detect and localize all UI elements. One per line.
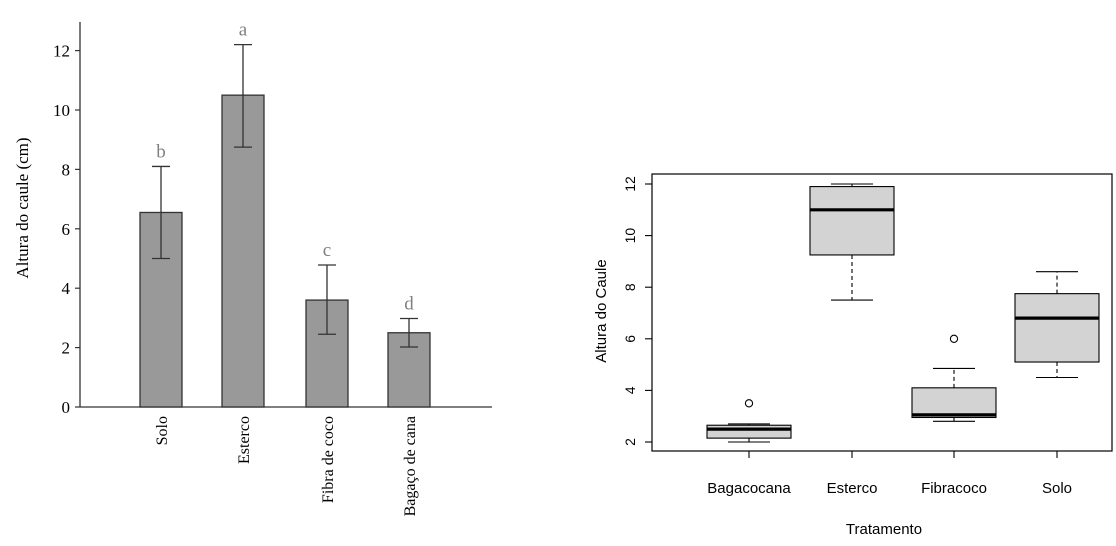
box — [706, 424, 792, 439]
box-plot-labels: 2 4 6 8 10 12 Bagacocana Esterco Fibracoco Solo — [622, 176, 1072, 497]
box-plot-frame — [645, 173, 1113, 458]
significance-letter: c — [323, 240, 331, 261]
outlier-point — [949, 334, 959, 343]
bar-chart-category-label: Fibra de coco — [320, 416, 337, 503]
bar-chart-category-label: Solo — [154, 416, 171, 445]
box — [1014, 293, 1100, 363]
box-plot-y-tick-label: 4 — [622, 386, 638, 394]
box-plot-y-tick-label: 10 — [622, 228, 638, 244]
box-plot-frame-rect — [651, 173, 1113, 452]
box-plot-category-label: Esterco — [827, 480, 878, 497]
box — [809, 186, 895, 256]
box-plot-boxes — [706, 183, 1100, 443]
box-plot-y-axis-label: Altura do Caule — [593, 259, 610, 362]
box-plot-x-axis-label: Tratamento — [846, 521, 922, 538]
box-plot-y-tick-label: 12 — [622, 176, 638, 192]
significance-letter: a — [239, 20, 248, 41]
bar-chart-y-axis-label: Altura do caule (cm) — [13, 137, 32, 278]
box-plot: 2 4 6 8 10 12 Bagacocana Esterco Fibracoco Solo A… — [593, 173, 1113, 538]
bar-chart-labels: 0 2 4 6 8 10 12 b Solo a Esterco c Fibra de coco d Bag… — [53, 20, 419, 517]
box-plot-y-tick-label: 6 — [622, 335, 638, 343]
bar-chart-y-tick-label: 8 — [62, 160, 71, 179]
bar-chart-y-tick-label: 0 — [62, 398, 71, 417]
significance-letter: d — [404, 293, 414, 314]
box-plot-category-label: Solo — [1042, 480, 1072, 497]
box-plot-y-tick-label: 8 — [622, 283, 638, 291]
bar-chart-y-tick-label: 4 — [62, 279, 71, 298]
bar-chart-y-tick-label: 2 — [62, 339, 71, 358]
box — [911, 387, 997, 419]
significance-letter: b — [156, 141, 166, 162]
outlier-point — [744, 399, 754, 408]
box-plot-y-tick-label: 2 — [622, 438, 638, 446]
bar-chart-y-tick-label: 10 — [53, 101, 70, 120]
bar-chart-y-tick-label: 12 — [53, 42, 70, 61]
box-plot-category-label: Fibracoco — [921, 480, 987, 497]
box-plot-category-label: Bagacocana — [707, 480, 791, 497]
bar-chart-category-label: Esterco — [236, 416, 253, 464]
bar-chart-y-tick-label: 6 — [62, 220, 71, 239]
bar-chart: 0 2 4 6 8 10 12 b Solo a Esterco c Fibra de coco d Bag… — [13, 20, 492, 517]
bar-chart-category-label: Bagaço de cana — [402, 416, 419, 516]
bar-chart-bars — [139, 44, 431, 408]
